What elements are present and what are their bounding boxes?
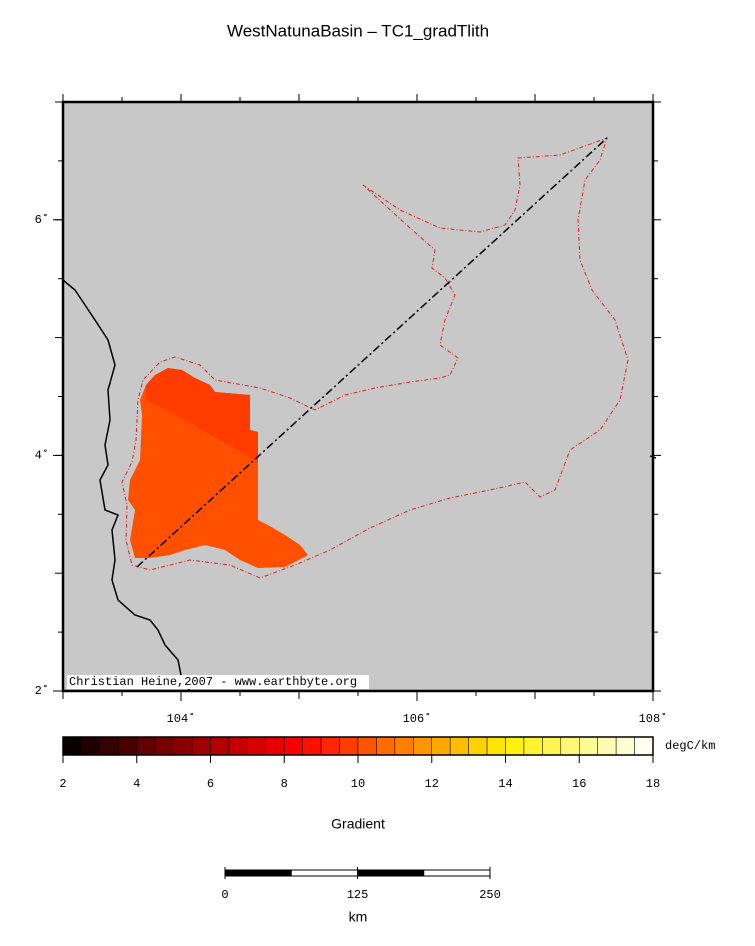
colorbar-swatch — [320, 736, 340, 756]
colorbar-tick-label: 12 — [425, 777, 439, 791]
colorbar-swatch — [413, 736, 432, 756]
colorbar-swatch — [468, 736, 488, 756]
colorbar-swatch — [579, 736, 598, 756]
colorbar-swatch — [302, 736, 322, 756]
profile-line — [136, 137, 608, 568]
colorbar-swatch — [357, 736, 377, 756]
colorbar-swatch — [505, 736, 525, 756]
colorbar-tick-label: 16 — [572, 777, 586, 791]
colorbar-tick-label: 8 — [281, 777, 288, 791]
colorbar-swatch — [615, 736, 635, 756]
colorbar-swatch — [228, 736, 248, 756]
colorbar-label: Gradient — [331, 816, 385, 832]
colorbar-unit: degC/km — [665, 739, 715, 753]
credit: Christian Heine,2007 - www.earthbyte.org — [69, 675, 357, 689]
colorbar-swatch — [542, 736, 562, 756]
colorbar-swatch — [449, 736, 469, 756]
colorbar-tick-label: 10 — [351, 777, 365, 791]
colorbar-swatch — [81, 736, 101, 756]
title: WestNatunaBasin – TC1_gradTlith — [227, 21, 489, 40]
colorbar-tick-label: 6 — [207, 777, 214, 791]
colorbar-swatch — [431, 736, 451, 756]
colorbar-swatch — [118, 736, 137, 756]
colorbar-swatch — [284, 736, 303, 756]
colorbar-swatch — [265, 736, 285, 756]
colorbar-swatch — [523, 736, 543, 756]
colorbar-tick-label: 14 — [498, 777, 512, 791]
scalebar-segment — [423, 869, 491, 877]
colorbar-swatch — [597, 736, 617, 756]
colorbar-swatch — [560, 736, 580, 756]
colorbar-tick-label: 4 — [133, 777, 140, 791]
scalebar-tick-label: 125 — [347, 888, 369, 902]
colorbar-swatch — [634, 736, 654, 756]
colorbar-swatch — [210, 736, 230, 756]
lat-tick-label: 4˚ — [35, 449, 49, 463]
lon-tick-label: 106˚ — [403, 712, 432, 726]
colorbar-swatch — [99, 736, 119, 756]
colorbar-swatch — [376, 736, 396, 756]
colorbar-tick-label: 18 — [646, 777, 660, 791]
colorbar-swatch — [486, 736, 506, 756]
scalebar-segment — [357, 869, 425, 877]
colorbar-swatch — [191, 736, 211, 756]
colorbar-swatch — [62, 736, 82, 756]
colorbar-swatch — [247, 736, 267, 756]
colorbar-tick-label: 2 — [59, 777, 66, 791]
gradient-area-high — [146, 368, 258, 462]
lon-tick-label: 108˚ — [639, 712, 668, 726]
scalebar-segment — [224, 869, 292, 877]
credit-box — [67, 675, 369, 689]
scalebar-segment — [290, 869, 358, 877]
colorbar-swatch — [173, 736, 193, 756]
colorbar-swatch — [394, 736, 414, 756]
colorbar-swatch — [154, 736, 174, 756]
colorbar-swatch — [136, 736, 156, 756]
gradient-area — [128, 368, 308, 568]
lat-tick-label: 6˚ — [35, 213, 49, 227]
lat-tick-label: 2˚ — [35, 684, 49, 698]
basin-outline — [121, 137, 629, 579]
scalebar-tick-label: 250 — [479, 888, 501, 902]
scalebar-tick-label: 0 — [221, 888, 228, 902]
colorbar-swatch — [339, 736, 359, 756]
lon-tick-label: 104˚ — [167, 712, 196, 726]
scalebar-unit: km — [349, 909, 368, 925]
